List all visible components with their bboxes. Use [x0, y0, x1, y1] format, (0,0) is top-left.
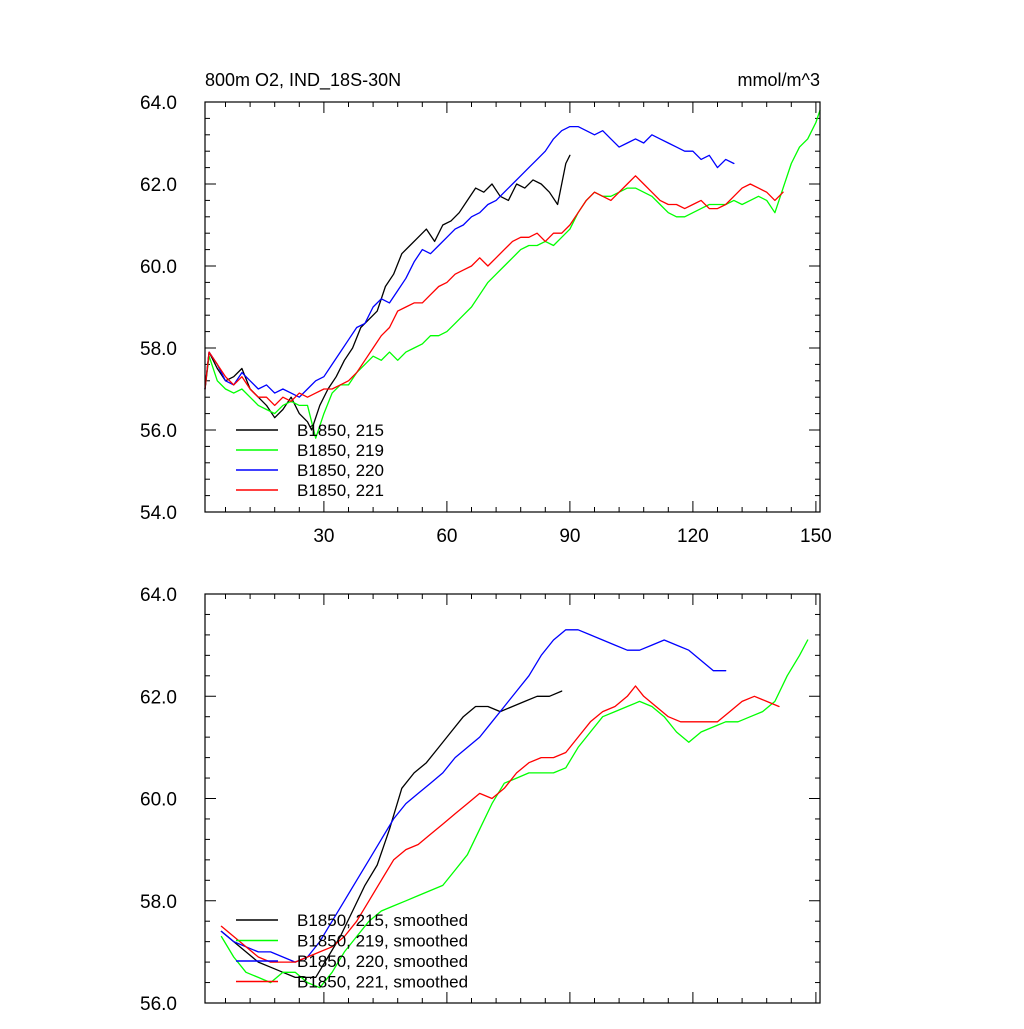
bottom-plot-frame: [204, 593, 821, 1004]
top-title-left: 800m O2, IND_18S-30N: [205, 70, 401, 91]
top-x-tick-label: 60: [436, 526, 457, 547]
top-panel: 800m O2, IND_18S-30N mmol/m^3 30 60 90 120 1…: [140, 70, 832, 547]
bottom-y-tick-label: 56.0: [140, 994, 177, 1015]
bottom-legend-label: B1850, 219, smoothed: [297, 932, 468, 951]
top-legend-label: B1850, 219: [297, 441, 384, 460]
top-x-tick-label: 90: [559, 526, 580, 547]
bottom-y-tick-label: 60.0: [140, 790, 177, 811]
bottom-ticks: 56.0 58.0 60.0 62.0 64.0: [140, 585, 820, 1015]
top-y-tick-label: 64.0: [140, 93, 177, 114]
top-y-tick-label: 56.0: [140, 421, 177, 442]
bottom-y-tick-label: 62.0: [140, 687, 177, 708]
bottom-legend-label: B1850, 220, smoothed: [297, 952, 468, 971]
top-title-right: mmol/m^3: [738, 70, 820, 90]
top-x-tick-label: 30: [313, 526, 334, 547]
bottom-series-line-2: [220, 639, 809, 989]
top-y-tick-label: 62.0: [140, 175, 177, 196]
top-y-tick-label: 60.0: [140, 257, 177, 278]
bottom-y-tick-label: 64.0: [140, 585, 177, 606]
top-plot-frame: [204, 101, 821, 513]
top-series: [204, 109, 821, 439]
top-legend-label: B1850, 220: [297, 461, 384, 480]
top-x-tick-label: 120: [677, 526, 709, 547]
top-y-tick-label: 54.0: [140, 503, 177, 524]
top-x-tick-label: 150: [800, 526, 832, 547]
bottom-series: [220, 629, 809, 989]
top-legend-label: B1850, 215: [297, 421, 384, 440]
top-legend-label: B1850, 221: [297, 481, 384, 500]
bottom-y-tick-label: 58.0: [140, 892, 177, 913]
top-series-line-4: [204, 175, 784, 407]
top-series-line-3: [204, 125, 735, 398]
top-series-line-1: [204, 154, 571, 431]
bottom-panel: 56.0 58.0 60.0 62.0 64.0 B1850, 215, smoothe…: [140, 585, 821, 1015]
bottom-series-line-1: [220, 690, 563, 979]
bottom-legend: B1850, 215, smoothed B1850, 219, smoothed…: [236, 911, 468, 992]
bottom-legend-label: B1850, 215, smoothed: [297, 911, 468, 930]
bottom-legend-label: B1850, 221, smoothed: [297, 973, 468, 992]
bottom-series-line-4: [220, 685, 780, 963]
top-y-tick-label: 58.0: [140, 339, 177, 360]
top-series-line-2: [204, 109, 821, 439]
top-ticks: 30 60 90 120 150 54.0 56.0 58.0 60.0 62.0 64.0: [140, 93, 832, 547]
